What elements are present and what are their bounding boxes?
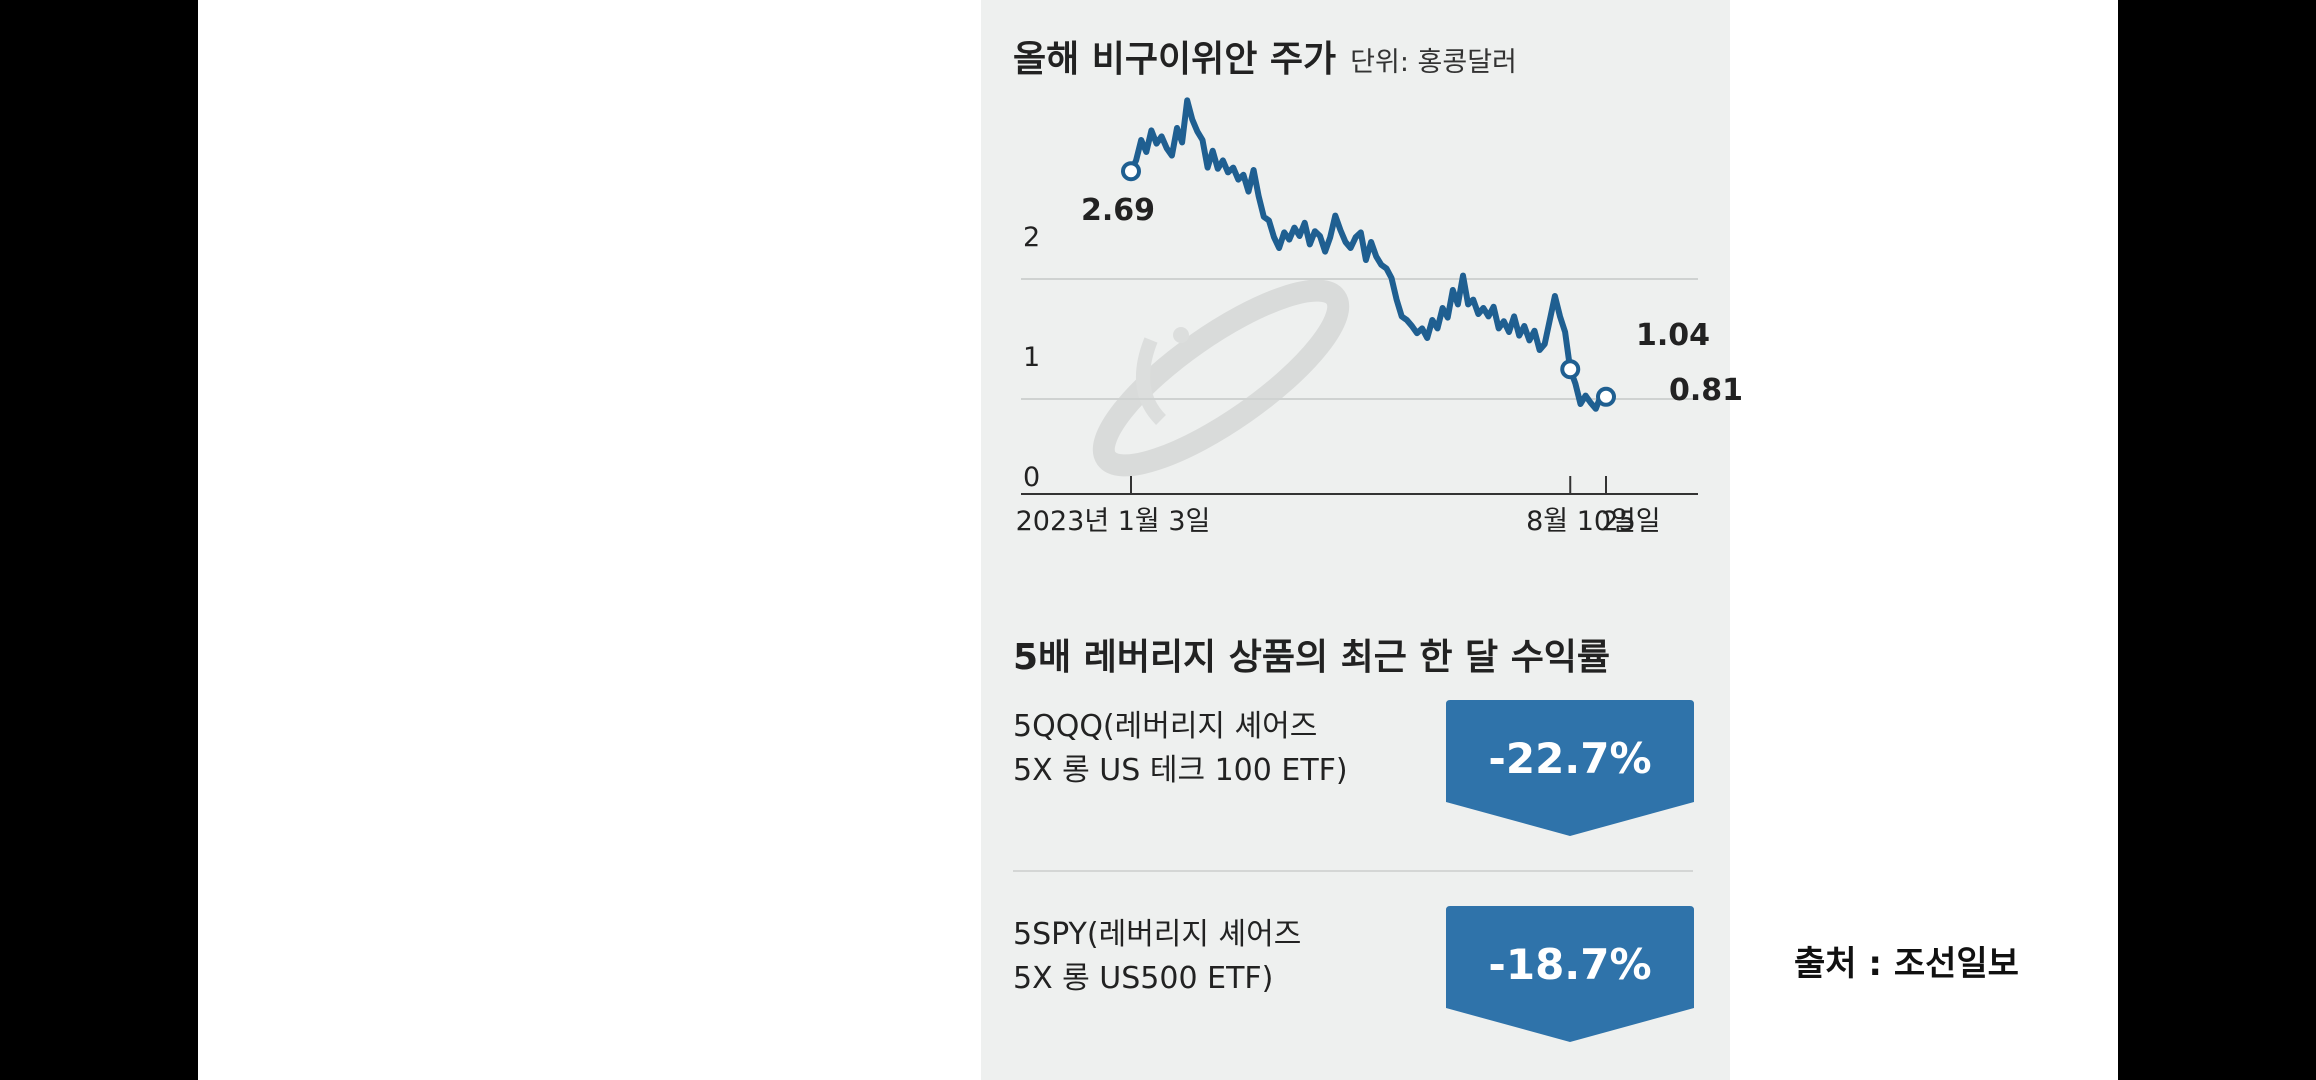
gridlines	[1021, 278, 1698, 400]
return-value-5spy: -18.7%	[1488, 940, 1652, 989]
source-credit: 출처 : 조선일보	[1794, 944, 2019, 984]
return-badge-5qqq: -22.7%	[1446, 700, 1694, 836]
y-tick-label: 2	[1023, 222, 1040, 253]
return-badge-5spy: -18.7%	[1446, 906, 1694, 1042]
product-5qqq: 5QQQ(레버리지 셰어즈 5X 롱 US 테크 100 ETF)	[1013, 705, 1348, 793]
chart-title: 올해 비구이위안 주가 단위: 홍콩달러	[1013, 39, 1517, 80]
letterbox-right	[2118, 0, 2316, 1080]
y-tick-label: 1	[1023, 342, 1040, 373]
chart-unit: 단위: 홍콩달러	[1350, 47, 1517, 78]
x-tick-label: 8월 10일	[1526, 506, 1636, 537]
annotation-marker	[1596, 386, 1616, 407]
image-canvas: 올해 비구이위안 주가 단위: 홍콩달러 0 1 2 2023년 1월 3일 8월 10…	[198, 0, 2118, 1080]
annotation-marker	[1121, 161, 1141, 182]
annotations: 2.69 1.04 0.81	[1081, 161, 1743, 408]
leverage-title: 5배 레버리지 상품의 최근 한 달 수익률	[1013, 637, 1611, 678]
product-5spy-line2: 5X 롱 US500 ETF)	[1013, 961, 1274, 996]
annotation-label: 2.69	[1081, 193, 1155, 228]
y-axis-ticks: 0 1 2	[1023, 222, 1040, 493]
product-5spy-line1: 5SPY(레버리지 셰어즈	[1013, 917, 1302, 952]
divider	[1013, 870, 1693, 872]
annotation-label: 0.81	[1669, 373, 1743, 408]
y-tick-label: 0	[1023, 462, 1040, 493]
watermark-logo	[1092, 279, 1350, 477]
return-value-5qqq: -22.7%	[1488, 734, 1652, 783]
product-5qqq-line1: 5QQQ(레버리지 셰어즈	[1013, 709, 1318, 744]
x-tick-label: 2023년 1월 3일	[1016, 506, 1211, 537]
product-5spy: 5SPY(레버리지 셰어즈 5X 롱 US500 ETF)	[1013, 913, 1301, 1001]
annotation-marker	[1560, 359, 1581, 380]
x-tick-label: 25일	[1601, 506, 1660, 537]
product-5qqq-line2: 5X 롱 US 테크 100 ETF)	[1013, 753, 1348, 788]
annotation-label: 1.04	[1636, 318, 1710, 353]
infographic-panel: 올해 비구이위안 주가 단위: 홍콩달러 0 1 2 2023년 1월 3일 8월 10…	[981, 0, 1743, 1080]
letterbox-left	[0, 0, 198, 1080]
series-line	[1128, 97, 1609, 412]
